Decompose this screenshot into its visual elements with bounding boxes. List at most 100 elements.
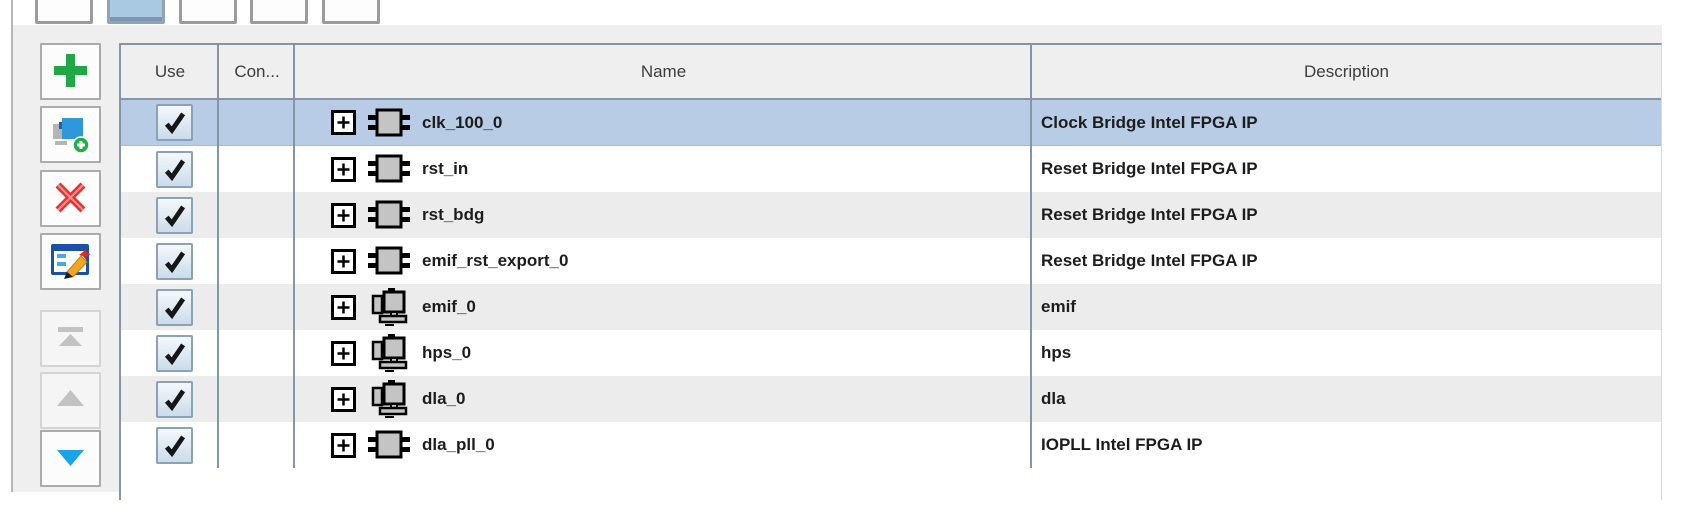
move-up-button xyxy=(40,372,101,429)
component-name: clk_100_0 xyxy=(422,112,503,132)
add-button[interactable] xyxy=(40,43,101,100)
table-row[interactable]: hps_0 hps xyxy=(121,330,1661,376)
table-row[interactable]: emif_0 emif xyxy=(121,284,1661,330)
expand-icon[interactable] xyxy=(331,110,356,135)
component-name: rst_in xyxy=(422,159,469,178)
description-cell: Reset Bridge Intel FPGA IP xyxy=(1032,238,1661,284)
component-name: rst_bdg xyxy=(422,205,485,224)
column-header-description[interactable]: Description xyxy=(1303,61,1390,81)
component-description: IOPLL Intel FPGA IP xyxy=(1041,435,1203,454)
column-header-name[interactable]: Name xyxy=(640,61,687,81)
use-checkbox[interactable] xyxy=(155,196,193,234)
component-description: hps xyxy=(1041,343,1072,362)
connections-cell xyxy=(219,192,295,238)
expand-icon[interactable] xyxy=(331,202,356,228)
use-checkbox[interactable] xyxy=(155,426,193,464)
panel-divider xyxy=(11,0,13,492)
use-checkbox[interactable] xyxy=(155,242,193,280)
name-cell: rst_bdg xyxy=(295,192,1032,238)
table-rows: clk_100_0 Clock Bridge Intel FPGA IP rst_i… xyxy=(121,100,1661,468)
component-description: Reset Bridge Intel FPGA IP xyxy=(1041,205,1258,224)
component-description: emif xyxy=(1041,297,1076,316)
expand-icon[interactable] xyxy=(331,432,356,458)
expand-icon[interactable] xyxy=(331,248,356,274)
use-cell xyxy=(121,100,219,145)
ip-component-icon xyxy=(367,199,411,231)
top-tab-button-1[interactable] xyxy=(35,0,93,24)
component-description: Reset Bridge Intel FPGA IP xyxy=(1041,251,1258,270)
ip-component-icon xyxy=(367,429,411,461)
use-cell xyxy=(121,376,219,422)
move-down-button[interactable] xyxy=(40,430,101,487)
use-checkbox[interactable] xyxy=(155,150,193,188)
expand-icon[interactable] xyxy=(331,340,356,366)
subsystem-icon xyxy=(367,334,411,372)
edit-button[interactable] xyxy=(40,233,101,290)
description-cell: Reset Bridge Intel FPGA IP xyxy=(1032,146,1661,192)
use-cell xyxy=(121,330,219,376)
name-cell: emif_rst_export_0 xyxy=(295,238,1032,284)
name-cell: dla_0 xyxy=(295,376,1032,422)
description-cell: hps xyxy=(1032,330,1661,376)
connections-cell xyxy=(219,100,295,145)
ip-systems-table: Use Con... Name Description clk_100_0 Clo… xyxy=(119,43,1662,500)
use-checkbox[interactable] xyxy=(155,288,193,326)
name-cell: clk_100_0 xyxy=(295,100,1032,145)
name-cell: dla_pll_0 xyxy=(295,422,1032,468)
expand-icon[interactable] xyxy=(331,156,356,182)
component-name: dla_0 xyxy=(422,389,466,408)
use-checkbox[interactable] xyxy=(155,104,193,141)
move-top-button xyxy=(40,310,101,367)
use-checkbox[interactable] xyxy=(155,334,193,372)
plus-icon xyxy=(50,50,91,94)
use-cell xyxy=(121,192,219,238)
use-cell xyxy=(121,422,219,468)
component-description: Clock Bridge Intel FPGA IP xyxy=(1041,112,1258,132)
expand-icon[interactable] xyxy=(331,294,356,320)
name-cell: hps_0 xyxy=(295,330,1032,376)
component-description: Reset Bridge Intel FPGA IP xyxy=(1041,159,1258,178)
name-cell: rst_in xyxy=(295,146,1032,192)
name-cell: emif_0 xyxy=(295,284,1032,330)
column-header-use[interactable]: Use xyxy=(154,61,186,81)
column-header-connections[interactable]: Con... xyxy=(234,61,280,81)
subsystem-icon xyxy=(367,380,411,418)
description-cell: Clock Bridge Intel FPGA IP xyxy=(1032,100,1661,145)
move-to-top-icon xyxy=(50,317,91,361)
top-tab-button-3[interactable] xyxy=(179,0,237,24)
remove-button[interactable] xyxy=(40,170,101,227)
table-row[interactable]: dla_pll_0 IOPLL Intel FPGA IP xyxy=(121,422,1661,468)
connections-cell xyxy=(219,330,295,376)
add-subsystem-icon xyxy=(50,113,91,157)
add-subsystem-button[interactable] xyxy=(40,106,101,163)
table-row[interactable]: rst_in Reset Bridge Intel FPGA IP xyxy=(121,146,1661,192)
top-tab-button-2[interactable] xyxy=(107,0,165,24)
ip-component-icon xyxy=(367,153,411,185)
use-checkbox[interactable] xyxy=(155,380,193,418)
description-cell: IOPLL Intel FPGA IP xyxy=(1032,422,1661,468)
table-row[interactable]: dla_0 dla xyxy=(121,376,1661,422)
table-row[interactable]: rst_bdg Reset Bridge Intel FPGA IP xyxy=(121,192,1661,238)
top-tab-button-4[interactable] xyxy=(250,0,308,24)
column-divider[interactable] xyxy=(217,45,219,468)
move-down-icon xyxy=(50,437,91,481)
use-cell xyxy=(121,238,219,284)
expand-icon[interactable] xyxy=(331,386,356,412)
description-cell: dla xyxy=(1032,376,1661,422)
table-row[interactable]: clk_100_0 Clock Bridge Intel FPGA IP xyxy=(121,100,1661,146)
component-name: hps_0 xyxy=(422,343,472,362)
edit-pencil-icon xyxy=(49,241,92,282)
table-row[interactable]: emif_rst_export_0 Reset Bridge Intel FPGA… xyxy=(121,238,1661,284)
use-cell xyxy=(121,284,219,330)
connections-cell xyxy=(219,376,295,422)
component-name: emif_rst_export_0 xyxy=(422,251,569,270)
column-divider[interactable] xyxy=(1030,45,1032,468)
description-cell: emif xyxy=(1032,284,1661,330)
panel-background-strip xyxy=(13,25,1662,43)
move-up-icon xyxy=(50,379,91,423)
table-header: Use Con... Name Description xyxy=(121,45,1661,100)
top-tab-button-5[interactable] xyxy=(322,0,380,24)
connections-cell xyxy=(219,238,295,284)
column-divider[interactable] xyxy=(293,45,295,468)
use-cell xyxy=(121,146,219,192)
